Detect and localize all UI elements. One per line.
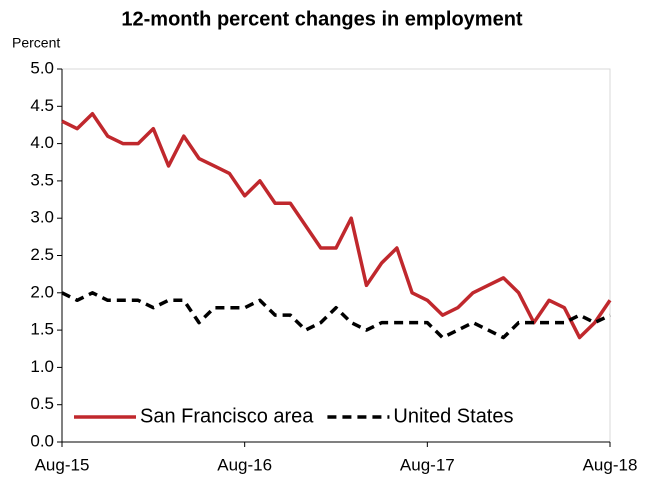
y-tick-label: 3.0 xyxy=(30,208,54,227)
x-tick-label: Aug-17 xyxy=(400,455,455,474)
series-line xyxy=(61,112,612,340)
y-tick-label: 0.0 xyxy=(30,431,54,450)
y-tick-label: 0.5 xyxy=(30,394,54,413)
y-tick-label: 1.5 xyxy=(30,320,54,339)
y-axis-label: Percent xyxy=(12,35,60,51)
legend-label: San Francisco area xyxy=(140,405,314,427)
x-tick-label: Aug-16 xyxy=(217,455,272,474)
x-tick-label: Aug-18 xyxy=(583,455,638,474)
plot-frame xyxy=(61,68,611,443)
y-tick-label: 2.0 xyxy=(30,282,54,301)
y-tick-label: 1.0 xyxy=(30,357,54,376)
y-tick-label: 4.0 xyxy=(30,133,54,152)
y-tick-label: 3.5 xyxy=(30,170,54,189)
y-tick-label: 5.0 xyxy=(30,58,54,77)
legend-label: United States xyxy=(393,405,513,427)
chart-title: 12-month percent changes in employment xyxy=(121,8,523,30)
y-tick-label: 2.5 xyxy=(30,245,54,264)
x-tick-label: Aug-15 xyxy=(35,455,90,474)
y-tick-label: 4.5 xyxy=(30,96,54,115)
series-line xyxy=(61,291,611,340)
